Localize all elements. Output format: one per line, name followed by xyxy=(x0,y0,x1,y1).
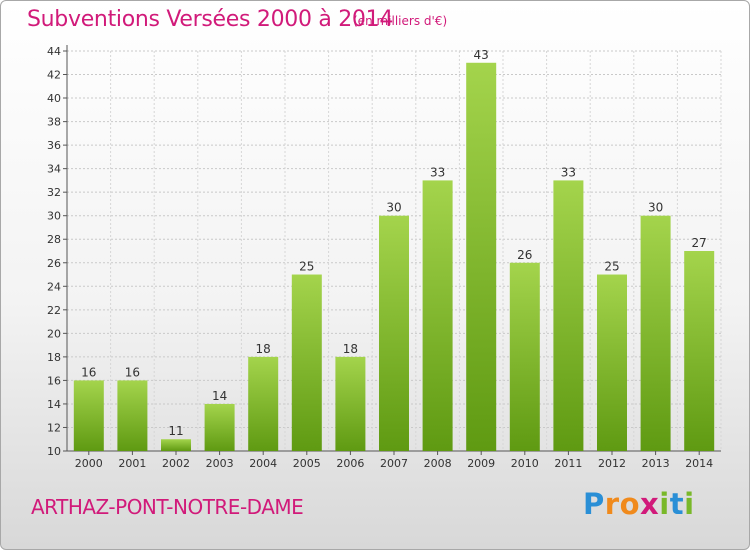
x-tick-label: 2001 xyxy=(118,457,146,470)
y-tick-label: 28 xyxy=(47,233,61,246)
proxiti-logo[interactable]: Proxiti xyxy=(583,487,695,521)
bar-value-label: 11 xyxy=(168,424,183,438)
chart-title: Subventions Versées 2000 à 2014 xyxy=(27,7,394,32)
x-tick-label: 2007 xyxy=(380,457,408,470)
y-tick-label: 42 xyxy=(47,69,61,82)
chart-unit: (en milliers d'€) xyxy=(353,14,448,28)
x-tick-label: 2002 xyxy=(162,457,190,470)
x-tick-label: 2004 xyxy=(249,457,277,470)
y-tick-label: 36 xyxy=(47,139,61,152)
bar-value-label: 14 xyxy=(212,389,227,403)
bar-value-label: 26 xyxy=(517,248,532,262)
bar-2014[interactable] xyxy=(684,251,715,451)
logo-letter: o xyxy=(619,487,641,521)
bar-2013[interactable] xyxy=(640,215,671,451)
bar-2004[interactable] xyxy=(248,356,279,451)
bar-value-label: 33 xyxy=(430,165,445,179)
bar-value-label: 16 xyxy=(125,365,140,379)
logo-letter: r xyxy=(604,487,620,521)
y-tick-label: 26 xyxy=(47,257,61,270)
bar-2011[interactable] xyxy=(553,180,584,452)
y-tick-label: 14 xyxy=(47,398,61,411)
x-tick-label: 2009 xyxy=(467,457,495,470)
y-tick-label: 30 xyxy=(47,210,61,223)
town-name: ARTHAZ-PONT-NOTRE-DAME xyxy=(31,495,304,519)
bar-2010[interactable] xyxy=(509,262,540,451)
logo-letter: i xyxy=(684,487,695,521)
y-tick-label: 20 xyxy=(47,327,61,340)
y-tick-label: 16 xyxy=(47,374,61,387)
bar-2005[interactable] xyxy=(291,274,322,451)
x-tick-label: 2013 xyxy=(642,457,670,470)
x-tick-label: 2006 xyxy=(336,457,364,470)
bar-2001[interactable] xyxy=(117,380,148,451)
bar-2000[interactable] xyxy=(73,380,104,451)
bar-2006[interactable] xyxy=(335,356,366,451)
bar-value-label: 18 xyxy=(256,342,271,356)
bar-2009[interactable] xyxy=(466,62,497,451)
x-tick-label: 2011 xyxy=(554,457,582,470)
value-labels: 16 16 11 14 18 25 18 30 33 43 26 33 25 30 27 xyxy=(81,48,707,438)
y-tick-label: 38 xyxy=(47,116,61,129)
bar-value-label: 43 xyxy=(474,48,489,62)
y-tick-label: 24 xyxy=(47,280,61,293)
bar-2003[interactable] xyxy=(204,403,235,451)
x-tick-label: 2014 xyxy=(685,457,713,470)
bar-2002[interactable] xyxy=(161,439,191,451)
x-tick-label: 2008 xyxy=(424,457,452,470)
y-tick-label: 10 xyxy=(47,445,61,458)
bar-2008[interactable] xyxy=(422,180,453,452)
bar-value-label: 16 xyxy=(81,365,96,379)
bar-value-label: 30 xyxy=(386,201,401,215)
y-tick-label: 44 xyxy=(47,45,61,58)
bar-2012[interactable] xyxy=(597,274,627,451)
bar-value-label: 33 xyxy=(561,165,576,179)
logo-letter: x xyxy=(640,487,660,521)
y-tick-label: 32 xyxy=(47,186,61,199)
bar-2007[interactable] xyxy=(379,215,409,451)
y-tick-label: 22 xyxy=(47,304,61,317)
y-tick-label: 34 xyxy=(47,163,61,176)
y-tick-label: 12 xyxy=(47,421,61,434)
y-tick-label: 18 xyxy=(47,351,61,364)
y-tick-label: 40 xyxy=(47,92,61,105)
logo-letter: i xyxy=(659,487,670,521)
bars xyxy=(73,62,715,452)
logo-letter: P xyxy=(583,487,605,521)
bar-value-label: 25 xyxy=(299,260,314,274)
x-tick-label: 2003 xyxy=(206,457,234,470)
x-tick-label: 2005 xyxy=(293,457,321,470)
bar-value-label: 18 xyxy=(343,342,358,356)
bar-value-label: 25 xyxy=(604,260,619,274)
logo-letter: t xyxy=(669,487,685,521)
x-tick-label: 2012 xyxy=(598,457,626,470)
x-tick-label: 2000 xyxy=(75,457,103,470)
x-tick-label: 2010 xyxy=(511,457,539,470)
bar-value-label: 27 xyxy=(692,236,707,250)
bar-value-label: 30 xyxy=(648,201,663,215)
